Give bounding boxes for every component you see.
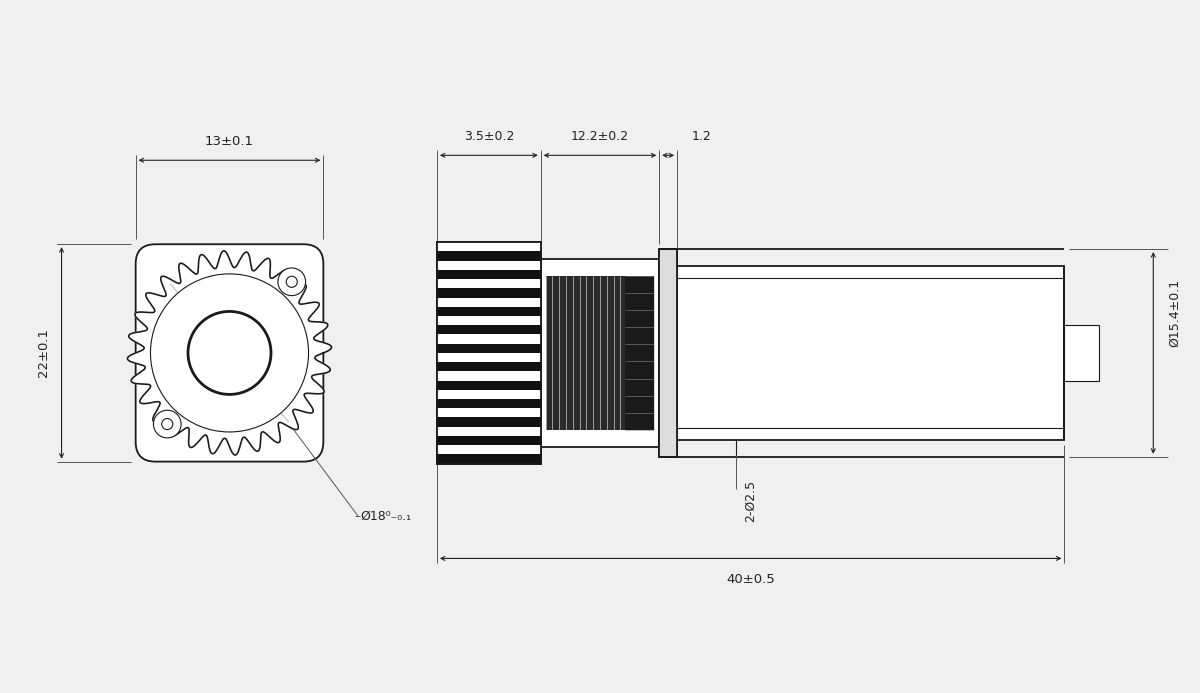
Bar: [437, 399, 541, 408]
Circle shape: [278, 268, 306, 296]
Bar: [1064, 325, 1099, 380]
Bar: [437, 417, 541, 427]
Circle shape: [188, 311, 271, 394]
Text: Ø15.4±0.1: Ø15.4±0.1: [1168, 279, 1181, 347]
Bar: [437, 455, 541, 464]
Bar: [541, 259, 659, 447]
Bar: [437, 344, 541, 353]
Text: 22±0.1: 22±0.1: [37, 328, 50, 378]
Text: Ø18⁰₋₀.₁: Ø18⁰₋₀.₁: [360, 509, 412, 523]
Bar: [546, 276, 654, 430]
Bar: [437, 252, 541, 261]
Bar: [437, 325, 541, 335]
Bar: [437, 362, 541, 371]
Text: 1.2: 1.2: [692, 130, 712, 143]
Text: 40±0.5: 40±0.5: [726, 573, 775, 586]
Circle shape: [150, 274, 308, 432]
Bar: [437, 408, 541, 417]
Bar: [437, 243, 541, 464]
Bar: [437, 270, 541, 279]
Bar: [437, 445, 541, 455]
Circle shape: [154, 410, 181, 438]
Polygon shape: [127, 251, 331, 455]
Bar: [437, 243, 541, 464]
Bar: [437, 380, 541, 389]
Bar: [437, 307, 541, 316]
Circle shape: [287, 277, 298, 288]
Bar: [437, 371, 541, 380]
Bar: [437, 427, 541, 436]
Circle shape: [162, 419, 173, 430]
Bar: [437, 335, 541, 344]
Bar: [437, 288, 541, 297]
Bar: [677, 266, 1064, 440]
Bar: [437, 316, 541, 325]
Bar: [625, 276, 654, 430]
Text: 12.2±0.2: 12.2±0.2: [571, 130, 629, 143]
Bar: [437, 243, 541, 252]
Bar: [437, 389, 541, 399]
Bar: [437, 297, 541, 307]
Text: 13±0.1: 13±0.1: [205, 135, 254, 148]
Bar: [659, 249, 677, 457]
Bar: [437, 353, 541, 362]
Text: 3.5±0.2: 3.5±0.2: [463, 130, 514, 143]
Bar: [437, 436, 541, 445]
Bar: [437, 279, 541, 288]
Bar: [437, 261, 541, 270]
Text: 2-Ø2.5: 2-Ø2.5: [744, 480, 757, 522]
FancyBboxPatch shape: [136, 244, 323, 462]
